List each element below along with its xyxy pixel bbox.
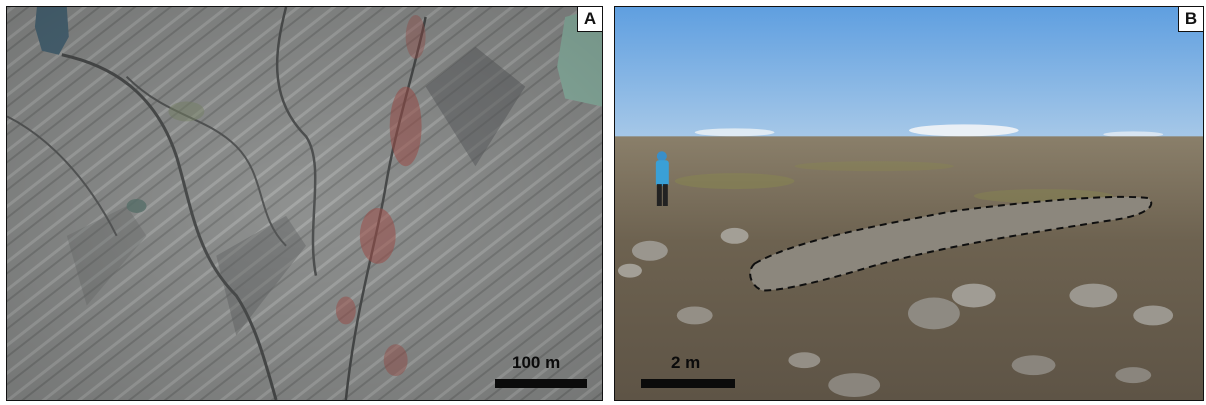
scale-bar-label: 100 m (512, 353, 561, 372)
scale-bar (641, 379, 735, 388)
ground-photo (615, 7, 1203, 400)
aerial-photo (7, 7, 602, 400)
scale-bar (495, 379, 587, 388)
scale-bar-label: 2 m (671, 353, 701, 372)
ground-photo-panel: B 2 m (614, 6, 1204, 401)
aerial-photo-panel: A 100 m (6, 6, 603, 401)
panel-label-b: B (1178, 7, 1203, 32)
panel-label-a: A (577, 7, 602, 32)
